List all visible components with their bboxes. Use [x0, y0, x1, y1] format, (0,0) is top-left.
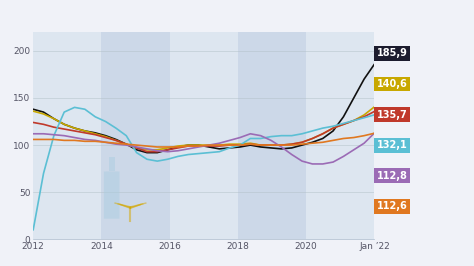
Bar: [374, 32, 443, 239]
Text: 185,9: 185,9: [377, 48, 408, 59]
Bar: [306, 32, 374, 239]
Text: 132,1: 132,1: [377, 140, 408, 150]
Bar: [101, 32, 170, 239]
Bar: [238, 32, 306, 239]
Bar: [170, 32, 238, 239]
Text: 112,8: 112,8: [377, 171, 408, 181]
Bar: [33, 32, 101, 239]
FancyBboxPatch shape: [109, 157, 115, 172]
FancyBboxPatch shape: [104, 172, 119, 219]
Text: 135,7: 135,7: [377, 110, 408, 120]
Text: 140,6: 140,6: [377, 79, 408, 89]
Text: 112,6: 112,6: [377, 201, 408, 211]
Ellipse shape: [126, 206, 135, 207]
